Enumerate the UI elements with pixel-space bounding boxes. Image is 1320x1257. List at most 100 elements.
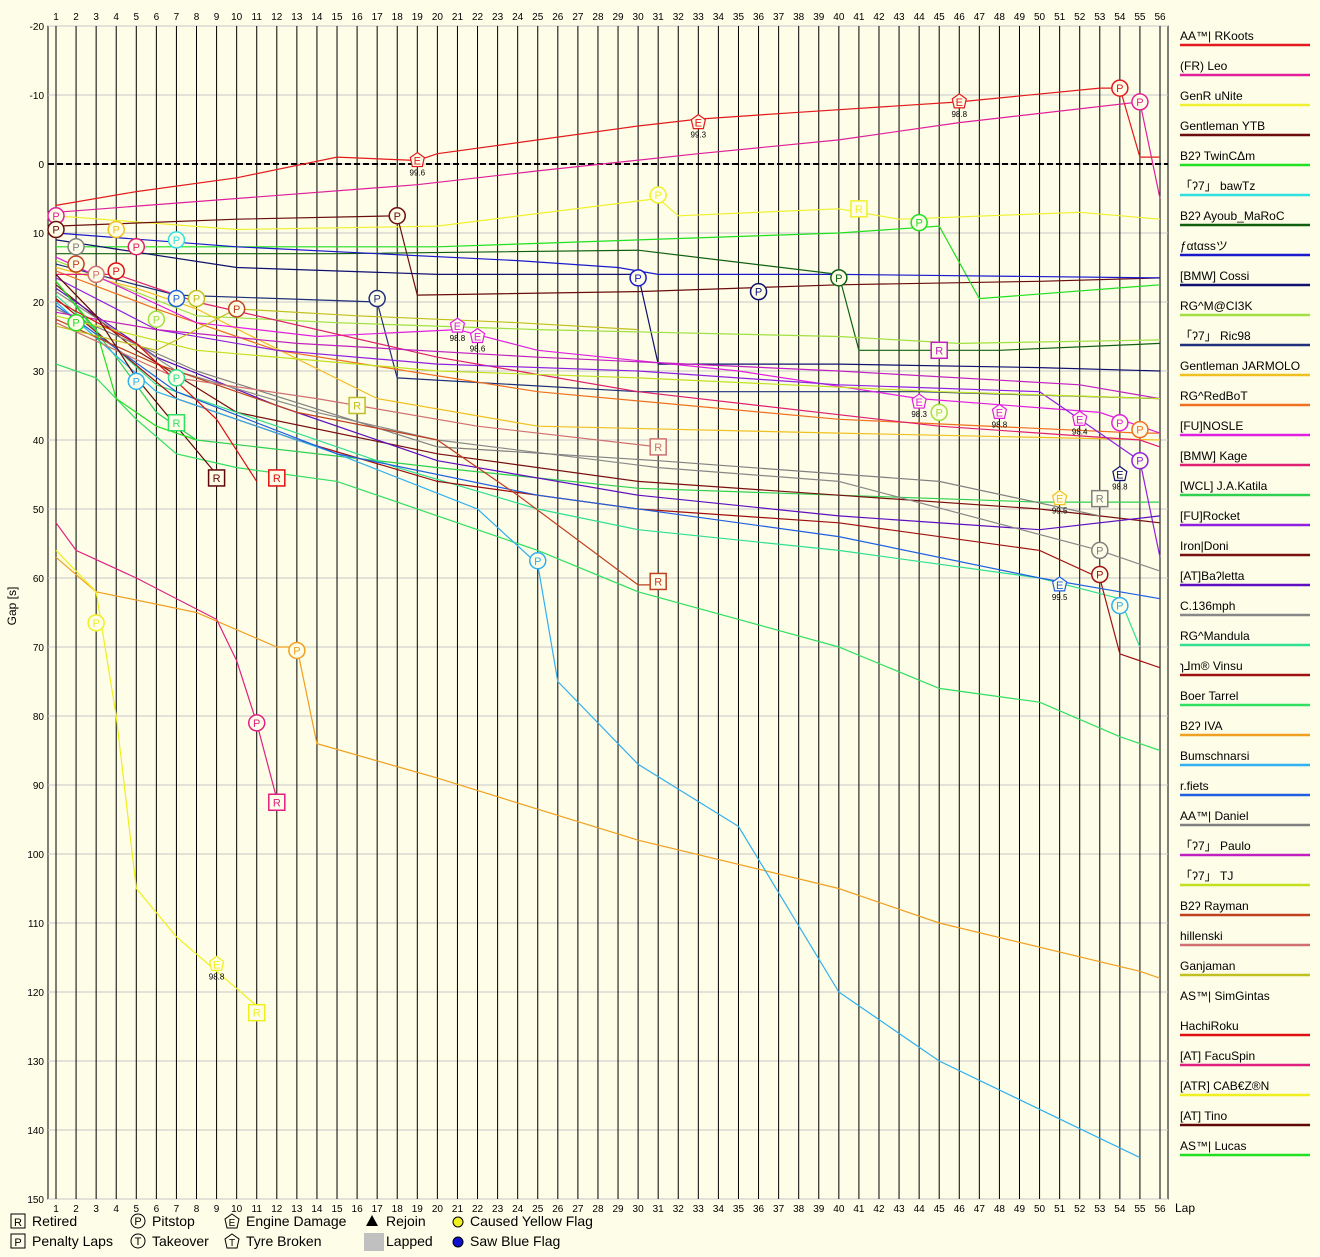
x-tick-label-bottom: 21 bbox=[452, 1204, 464, 1215]
key-item: P Pitstop bbox=[130, 1213, 195, 1229]
marker-circle bbox=[629, 269, 647, 287]
key-pentagon bbox=[224, 1233, 240, 1249]
x-tick-label-bottom: 32 bbox=[673, 1204, 685, 1215]
marker-box bbox=[268, 469, 286, 487]
legend-entry: B2ʔ Ayoub_MaRoC bbox=[1180, 209, 1285, 223]
x-tick-label-bottom: 26 bbox=[552, 1204, 564, 1215]
key-label: Lapped bbox=[386, 1233, 433, 1249]
x-tick-label-top: 22 bbox=[472, 12, 484, 23]
marker-P: P bbox=[1091, 541, 1109, 560]
marker-note: 99.6 bbox=[410, 169, 426, 178]
x-tick-label-bottom: 12 bbox=[271, 1204, 283, 1215]
key-label: Rejoin bbox=[386, 1213, 426, 1229]
marker-circle bbox=[167, 369, 186, 387]
marker-note: 99.5 bbox=[1052, 593, 1068, 602]
x-tick-label-bottom: 31 bbox=[653, 1204, 665, 1215]
x-tick-label-bottom: 40 bbox=[833, 1204, 845, 1215]
x-tick-label-top: 4 bbox=[113, 12, 119, 23]
marker-circle bbox=[288, 641, 306, 660]
legend-entry: Ganjaman bbox=[1180, 959, 1235, 973]
marker-circle bbox=[1111, 596, 1129, 615]
marker-P: P bbox=[227, 300, 246, 318]
marker-circle bbox=[528, 552, 547, 570]
marker-symbol: E bbox=[414, 156, 421, 168]
marker-R: R bbox=[268, 793, 286, 811]
series-line bbox=[55, 556, 1161, 979]
marker-circle bbox=[167, 231, 186, 249]
x-tick-label-bottom: 24 bbox=[512, 1204, 524, 1215]
marker-circle bbox=[147, 310, 166, 328]
marker-circle bbox=[107, 220, 125, 239]
marker-E: E98.8 bbox=[1112, 465, 1128, 492]
marker-pentagon bbox=[1112, 465, 1128, 482]
x-tick-label-top: 17 bbox=[372, 12, 384, 23]
marker-symbol: P bbox=[1116, 83, 1123, 95]
marker-circle bbox=[87, 614, 105, 632]
marker-symbol: E bbox=[474, 332, 481, 344]
key-label: Saw Blue Flag bbox=[470, 1233, 560, 1249]
series-line bbox=[56, 225, 1161, 300]
marker-R: R bbox=[850, 200, 868, 218]
x-tick-label-bottom: 11 bbox=[252, 1204, 263, 1215]
key-circle bbox=[130, 1233, 146, 1249]
series-line bbox=[55, 322, 659, 448]
marker-P: P bbox=[1131, 93, 1149, 111]
legend-entry: [BMW] Cossi bbox=[1180, 269, 1249, 283]
marker-symbol: E bbox=[956, 97, 963, 109]
y-tick-label: 130 bbox=[27, 1057, 44, 1068]
marker-symbol: P bbox=[52, 225, 59, 237]
y-tick-label: 140 bbox=[27, 1126, 44, 1137]
series-line bbox=[55, 315, 1161, 400]
series-line bbox=[55, 549, 258, 1007]
series-line bbox=[55, 197, 1161, 231]
legend-entry: Iron|Doni bbox=[1180, 539, 1228, 553]
x-tick-label-bottom: 22 bbox=[472, 1204, 484, 1215]
symbol-key: R Retired P Penalty Laps P Pitstop T Takeover E E… bbox=[10, 1213, 593, 1251]
marker-P: P bbox=[167, 231, 186, 249]
x-tick-label-bottom: 42 bbox=[873, 1204, 885, 1215]
marker-E: E98.8 bbox=[209, 955, 225, 981]
key-symbol: R bbox=[14, 1217, 22, 1229]
marker-box bbox=[930, 341, 948, 360]
x-tick-label-top: 49 bbox=[1014, 12, 1026, 23]
marker-P: P bbox=[127, 372, 146, 391]
key-label: Pitstop bbox=[152, 1213, 195, 1229]
marker-circle bbox=[247, 714, 266, 732]
legend-entry: Bumschnarsi bbox=[1180, 749, 1249, 763]
marker-pentagon bbox=[1072, 410, 1088, 426]
marker-circle bbox=[127, 238, 146, 256]
marker-symbol: P bbox=[1096, 570, 1103, 582]
marker-symbol: R bbox=[935, 345, 943, 357]
marker-circle bbox=[749, 282, 768, 301]
marker-symbol: P bbox=[72, 259, 79, 271]
legend-entry: [AT] FacuSpin bbox=[1180, 1049, 1255, 1063]
marker-symbol: P bbox=[915, 218, 922, 230]
x-tick-label-top: 54 bbox=[1114, 12, 1126, 23]
marker-circle bbox=[107, 262, 125, 280]
x-tick-label-bottom: 49 bbox=[1014, 1204, 1026, 1215]
marker-symbol: P bbox=[534, 556, 541, 568]
series-line bbox=[55, 266, 1161, 441]
x-tick-label-bottom: 29 bbox=[612, 1204, 624, 1215]
marker-symbol: P bbox=[173, 235, 180, 247]
legend-entry: 「ʔ7」 TJ bbox=[1180, 869, 1233, 883]
series-line bbox=[55, 215, 1161, 296]
y-tick-label: -10 bbox=[30, 91, 45, 102]
marker-circle bbox=[1091, 565, 1109, 584]
marker-P: P bbox=[187, 289, 206, 308]
x-tick-label-bottom: 34 bbox=[713, 1204, 725, 1215]
x-tick-label-bottom: 35 bbox=[733, 1204, 745, 1215]
marker-P: P bbox=[107, 220, 125, 239]
marker-E: E99.3 bbox=[691, 113, 707, 140]
marker-R: R bbox=[268, 469, 286, 487]
legend-entry: GenR uNite bbox=[1180, 89, 1243, 103]
marker-symbol: P bbox=[655, 190, 662, 202]
x-tick-label-bottom: 17 bbox=[372, 1204, 384, 1215]
marker-P: P bbox=[67, 238, 85, 256]
key-blue-dot bbox=[452, 1236, 464, 1248]
marker-symbol: P bbox=[634, 273, 641, 285]
marker-P: P bbox=[167, 369, 186, 387]
marker-symbol: P bbox=[373, 294, 380, 306]
legend-entry: AA™| RKoots bbox=[1180, 29, 1254, 43]
x-tick-label-top: 19 bbox=[412, 12, 424, 23]
